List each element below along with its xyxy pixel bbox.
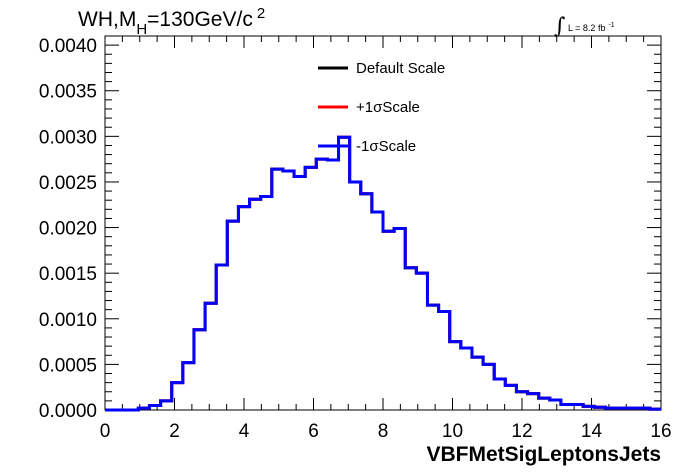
x-axis-title: VBFMetSigLeptonsJets [426,443,661,466]
chart-title: WH,MH=130GeV/c 2 [78,5,265,38]
luminosity-annotation: L = 8.2 fb -1 [568,22,615,33]
legend-label: -1σScale [356,138,416,155]
legend-label: +1σScale [356,99,420,116]
legend-label: Default Scale [356,60,445,77]
x-axis-ticks: 0 2 4 6 8 10 12 14 16 [100,36,672,442]
luminosity-superscript: -1 [608,22,614,29]
x-tick-label: 12 [511,421,532,442]
x-tick-label: 10 [442,421,463,442]
y-tick-label: 0.0035 [39,82,97,103]
x-tick-label: 2 [169,421,180,442]
integral-icon: ∫ [554,14,566,39]
y-tick-label: 0.0020 [39,219,97,240]
y-tick-label: 0.0005 [39,355,97,376]
x-tick-label: 16 [650,421,671,442]
y-tick-label: 0.0025 [39,173,97,194]
title-superscript: 2 [257,5,265,22]
series-line-1 [105,135,661,412]
title-prefix: WH,M [78,8,136,31]
x-tick-label: 0 [100,421,111,442]
y-axis-ticks: 0.0000 0.0005 0.0010 0.0015 0.0020 0.0025 0.00… [39,35,661,422]
x-tick-label: 8 [378,421,389,442]
y-tick-label: 0.0015 [39,264,97,285]
y-tick-label: 0.0000 [39,401,97,422]
x-tick-label: 4 [239,421,250,442]
legend: Default Scale +1σScale -1σScale [318,60,445,155]
series-line-2 [105,135,661,412]
title-subscript: H [136,21,147,38]
y-tick-label: 0.0030 [39,127,97,148]
series-lines [105,135,661,412]
y-tick-label: 0.0040 [39,36,97,57]
x-tick-label: 14 [581,421,603,442]
luminosity-text: L = 8.2 fb [568,23,605,33]
series-line-0 [105,135,661,412]
title-middle: =130GeV/c [147,8,253,31]
y-tick-label: 0.0010 [39,310,97,331]
x-tick-label: 6 [308,421,319,442]
